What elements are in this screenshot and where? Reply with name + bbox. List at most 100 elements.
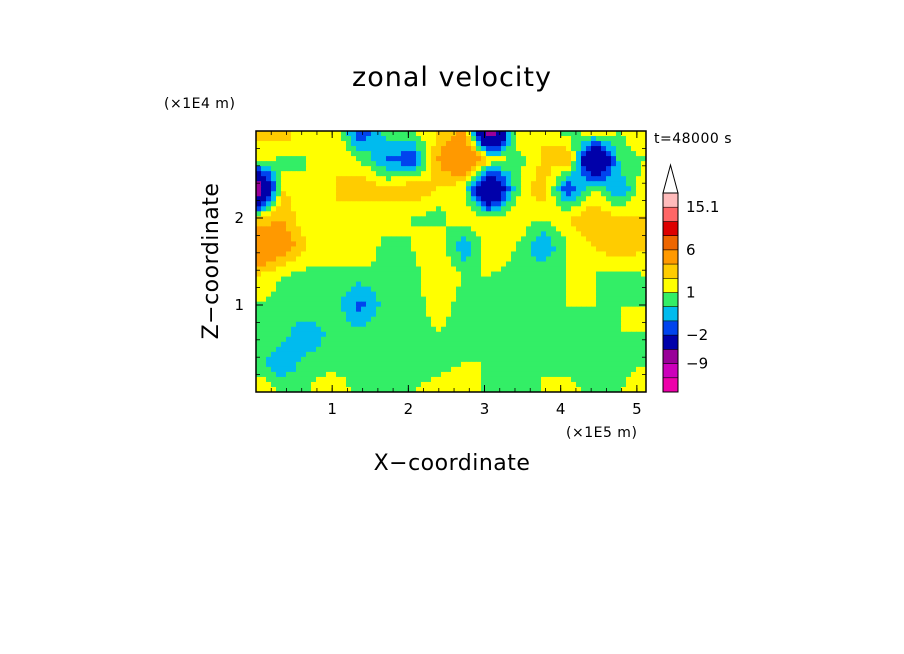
field-cell (346, 376, 352, 383)
field-cell (361, 151, 367, 157)
field-cell (596, 311, 602, 318)
field-cell (426, 336, 432, 343)
field-cell (556, 206, 562, 212)
field-cell (266, 181, 272, 187)
field-cell (316, 141, 322, 147)
field-cell (426, 326, 432, 333)
field-cell (446, 181, 452, 187)
field-cell (556, 211, 562, 217)
field-cell (451, 166, 457, 172)
field-cell (551, 326, 557, 333)
field-cell (416, 366, 422, 373)
field-cell (436, 346, 442, 353)
field-cell (511, 181, 517, 187)
field-cell (261, 221, 267, 227)
field-cell (306, 316, 312, 323)
field-cell (561, 356, 567, 363)
field-cell (626, 196, 632, 202)
field-cell (281, 356, 287, 363)
field-cell (521, 156, 527, 162)
field-cell (451, 241, 457, 248)
field-cell (451, 161, 457, 167)
field-cell (281, 246, 287, 253)
field-cell (396, 241, 402, 248)
field-cell (326, 136, 332, 142)
field-cell (526, 196, 532, 202)
field-cell (486, 321, 492, 328)
field-cell (586, 206, 592, 212)
field-cell (626, 246, 632, 253)
field-cell (476, 171, 482, 177)
field-cell (586, 211, 592, 217)
field-cell (386, 246, 392, 253)
field-cell (526, 206, 532, 212)
field-cell (631, 346, 637, 353)
field-cell (516, 171, 522, 177)
field-cell (316, 291, 322, 298)
field-cell (546, 161, 552, 167)
field-cell (386, 136, 392, 142)
field-cell (346, 181, 352, 187)
field-cell (596, 201, 602, 207)
field-cell (366, 141, 372, 147)
field-cell (366, 211, 372, 217)
field-cell (481, 386, 487, 392)
field-cell (436, 296, 442, 303)
field-cell (366, 331, 372, 338)
field-cell (361, 241, 367, 248)
field-cell (466, 266, 472, 273)
field-cell (531, 281, 537, 288)
field-cell (461, 351, 467, 358)
field-cell (371, 316, 377, 323)
field-cell (496, 216, 502, 222)
field-cell (431, 251, 437, 258)
field-cell (371, 186, 377, 192)
field-cell (366, 191, 372, 197)
field-cell (506, 331, 512, 338)
field-cell (276, 326, 282, 333)
field-cell (611, 146, 617, 152)
field-cell (591, 196, 597, 202)
field-cell (511, 346, 517, 353)
field-cell (311, 186, 317, 192)
field-cell (616, 136, 622, 142)
field-cell (266, 336, 272, 343)
field-cell (266, 171, 272, 177)
field-cell (536, 136, 542, 142)
field-cell (256, 271, 262, 278)
field-cell (511, 131, 517, 137)
field-cell (381, 211, 387, 217)
field-cell (311, 221, 317, 227)
field-cell (641, 151, 646, 157)
field-cell (546, 196, 552, 202)
field-cell (331, 306, 337, 313)
field-cell (506, 176, 512, 182)
field-cell (306, 271, 312, 278)
field-cell (381, 171, 387, 177)
field-cell (261, 306, 267, 313)
field-cell (286, 381, 292, 388)
field-cell (341, 261, 347, 268)
field-cell (286, 356, 292, 363)
field-cell (316, 301, 322, 308)
field-cell (266, 176, 272, 182)
field-cell (521, 161, 527, 167)
field-cell (481, 156, 487, 162)
field-cell (401, 361, 407, 368)
field-cell (261, 131, 267, 137)
field-cell (471, 341, 477, 348)
field-cell (461, 136, 467, 142)
field-cell (451, 311, 457, 318)
field-cell (421, 231, 427, 237)
field-cell (501, 376, 507, 383)
field-cell (501, 361, 507, 368)
field-cell (356, 256, 362, 263)
field-cell (511, 176, 517, 182)
field-cell (391, 171, 397, 177)
field-cell (531, 266, 537, 273)
field-cell (521, 321, 527, 328)
field-cell (351, 251, 357, 258)
field-cell (566, 176, 572, 182)
field-cell (271, 366, 277, 373)
field-cell (306, 331, 312, 338)
